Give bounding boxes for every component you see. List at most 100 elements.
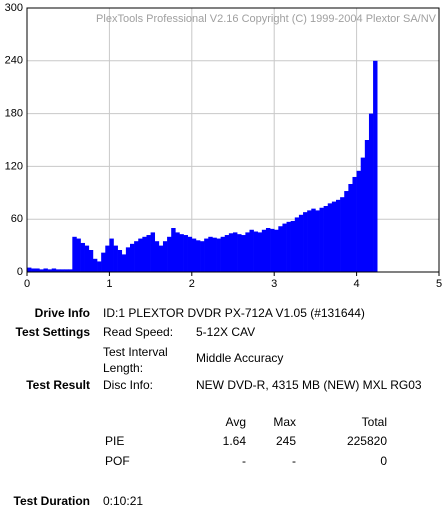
bar bbox=[274, 229, 279, 272]
bar bbox=[142, 236, 147, 272]
bar bbox=[216, 238, 221, 272]
watermark: PlexTools Professional V2.16 Copyright (… bbox=[96, 13, 437, 25]
bar bbox=[323, 206, 329, 272]
bar bbox=[307, 210, 312, 272]
value: ID:1 PLEXTOR DVDR PX-712A V1.05 (#131644… bbox=[103, 306, 365, 320]
row-label: PIE bbox=[105, 434, 125, 448]
y-tick-label: 300 bbox=[5, 2, 23, 14]
bar bbox=[241, 235, 246, 272]
bar bbox=[261, 229, 267, 272]
y-tick-label: 180 bbox=[5, 108, 23, 120]
bar bbox=[212, 237, 217, 272]
label: Disc Info: bbox=[103, 378, 154, 392]
bar bbox=[319, 207, 324, 272]
bar bbox=[97, 261, 102, 272]
value: Middle Accuracy bbox=[196, 351, 284, 365]
bar bbox=[27, 267, 32, 272]
bar bbox=[101, 252, 106, 272]
bar bbox=[237, 234, 242, 272]
bar bbox=[360, 157, 366, 272]
bar bbox=[311, 208, 316, 272]
bar bbox=[68, 269, 73, 272]
chart: 0 60 120 180 240 300 0 1 2 3 4 5 PlexTools Professio… bbox=[5, 2, 442, 290]
bar bbox=[315, 210, 320, 272]
label: Test Result bbox=[26, 378, 90, 392]
bar bbox=[228, 233, 234, 272]
y-tick-label: 0 bbox=[17, 266, 23, 278]
bar bbox=[282, 223, 287, 272]
bar bbox=[167, 236, 172, 272]
x-tick-label: 0 bbox=[24, 278, 30, 290]
bar bbox=[105, 245, 110, 272]
bar bbox=[352, 176, 357, 272]
bar bbox=[92, 258, 98, 272]
bar bbox=[39, 269, 44, 272]
label: Test Duration bbox=[13, 494, 90, 508]
bar bbox=[171, 228, 176, 272]
label: Drive Info bbox=[34, 306, 90, 320]
bar bbox=[204, 238, 209, 272]
bar bbox=[278, 226, 283, 272]
bar bbox=[224, 235, 230, 272]
bar bbox=[138, 238, 143, 272]
bar bbox=[200, 241, 205, 272]
bar bbox=[47, 269, 53, 272]
header: Total bbox=[361, 415, 387, 429]
bar bbox=[265, 228, 271, 272]
bar bbox=[348, 184, 353, 272]
cell: 1.64 bbox=[222, 434, 246, 448]
bar bbox=[249, 229, 254, 272]
y-tick-label: 240 bbox=[5, 55, 23, 67]
bar bbox=[191, 238, 197, 272]
bar bbox=[113, 245, 118, 272]
bar bbox=[72, 236, 77, 272]
bar bbox=[84, 245, 90, 272]
label: Test Settings bbox=[15, 325, 90, 339]
bar bbox=[146, 235, 151, 272]
bar bbox=[59, 269, 65, 272]
x-tick-label: 4 bbox=[354, 278, 360, 290]
cell: - bbox=[292, 454, 296, 468]
bar bbox=[340, 197, 345, 272]
x-tick-label: 2 bbox=[189, 278, 195, 290]
bar bbox=[270, 228, 275, 272]
x-tick-label: 1 bbox=[106, 278, 112, 290]
bar bbox=[368, 113, 374, 272]
bar bbox=[336, 199, 341, 272]
bar bbox=[294, 217, 300, 272]
cell: 0 bbox=[380, 454, 387, 468]
bar bbox=[130, 243, 135, 272]
bar bbox=[175, 232, 180, 272]
bar bbox=[286, 221, 291, 272]
cell: 245 bbox=[275, 434, 296, 448]
bar bbox=[257, 232, 263, 272]
bar bbox=[117, 250, 123, 272]
bar bbox=[51, 268, 57, 272]
bar bbox=[187, 236, 193, 272]
bar bbox=[298, 214, 304, 272]
y-tick-label: 120 bbox=[5, 160, 23, 172]
bar bbox=[183, 235, 188, 272]
label: Read Speed: bbox=[103, 325, 174, 339]
bar bbox=[121, 254, 127, 272]
value: 5-12X CAV bbox=[196, 325, 256, 339]
bar bbox=[154, 241, 160, 272]
row-label: POF bbox=[105, 454, 130, 468]
bar bbox=[35, 268, 40, 272]
bar bbox=[109, 238, 114, 272]
bar bbox=[162, 241, 168, 272]
bar bbox=[43, 268, 48, 272]
bar bbox=[356, 170, 362, 272]
bar bbox=[179, 234, 184, 272]
x-tick-label: 3 bbox=[271, 278, 277, 290]
bar bbox=[150, 232, 156, 272]
bar bbox=[125, 247, 131, 272]
bar bbox=[233, 232, 238, 272]
bar bbox=[208, 236, 213, 272]
bar bbox=[303, 212, 308, 272]
bar bbox=[331, 201, 337, 272]
bar bbox=[364, 140, 370, 272]
bar bbox=[158, 245, 164, 272]
cell: - bbox=[242, 454, 246, 468]
